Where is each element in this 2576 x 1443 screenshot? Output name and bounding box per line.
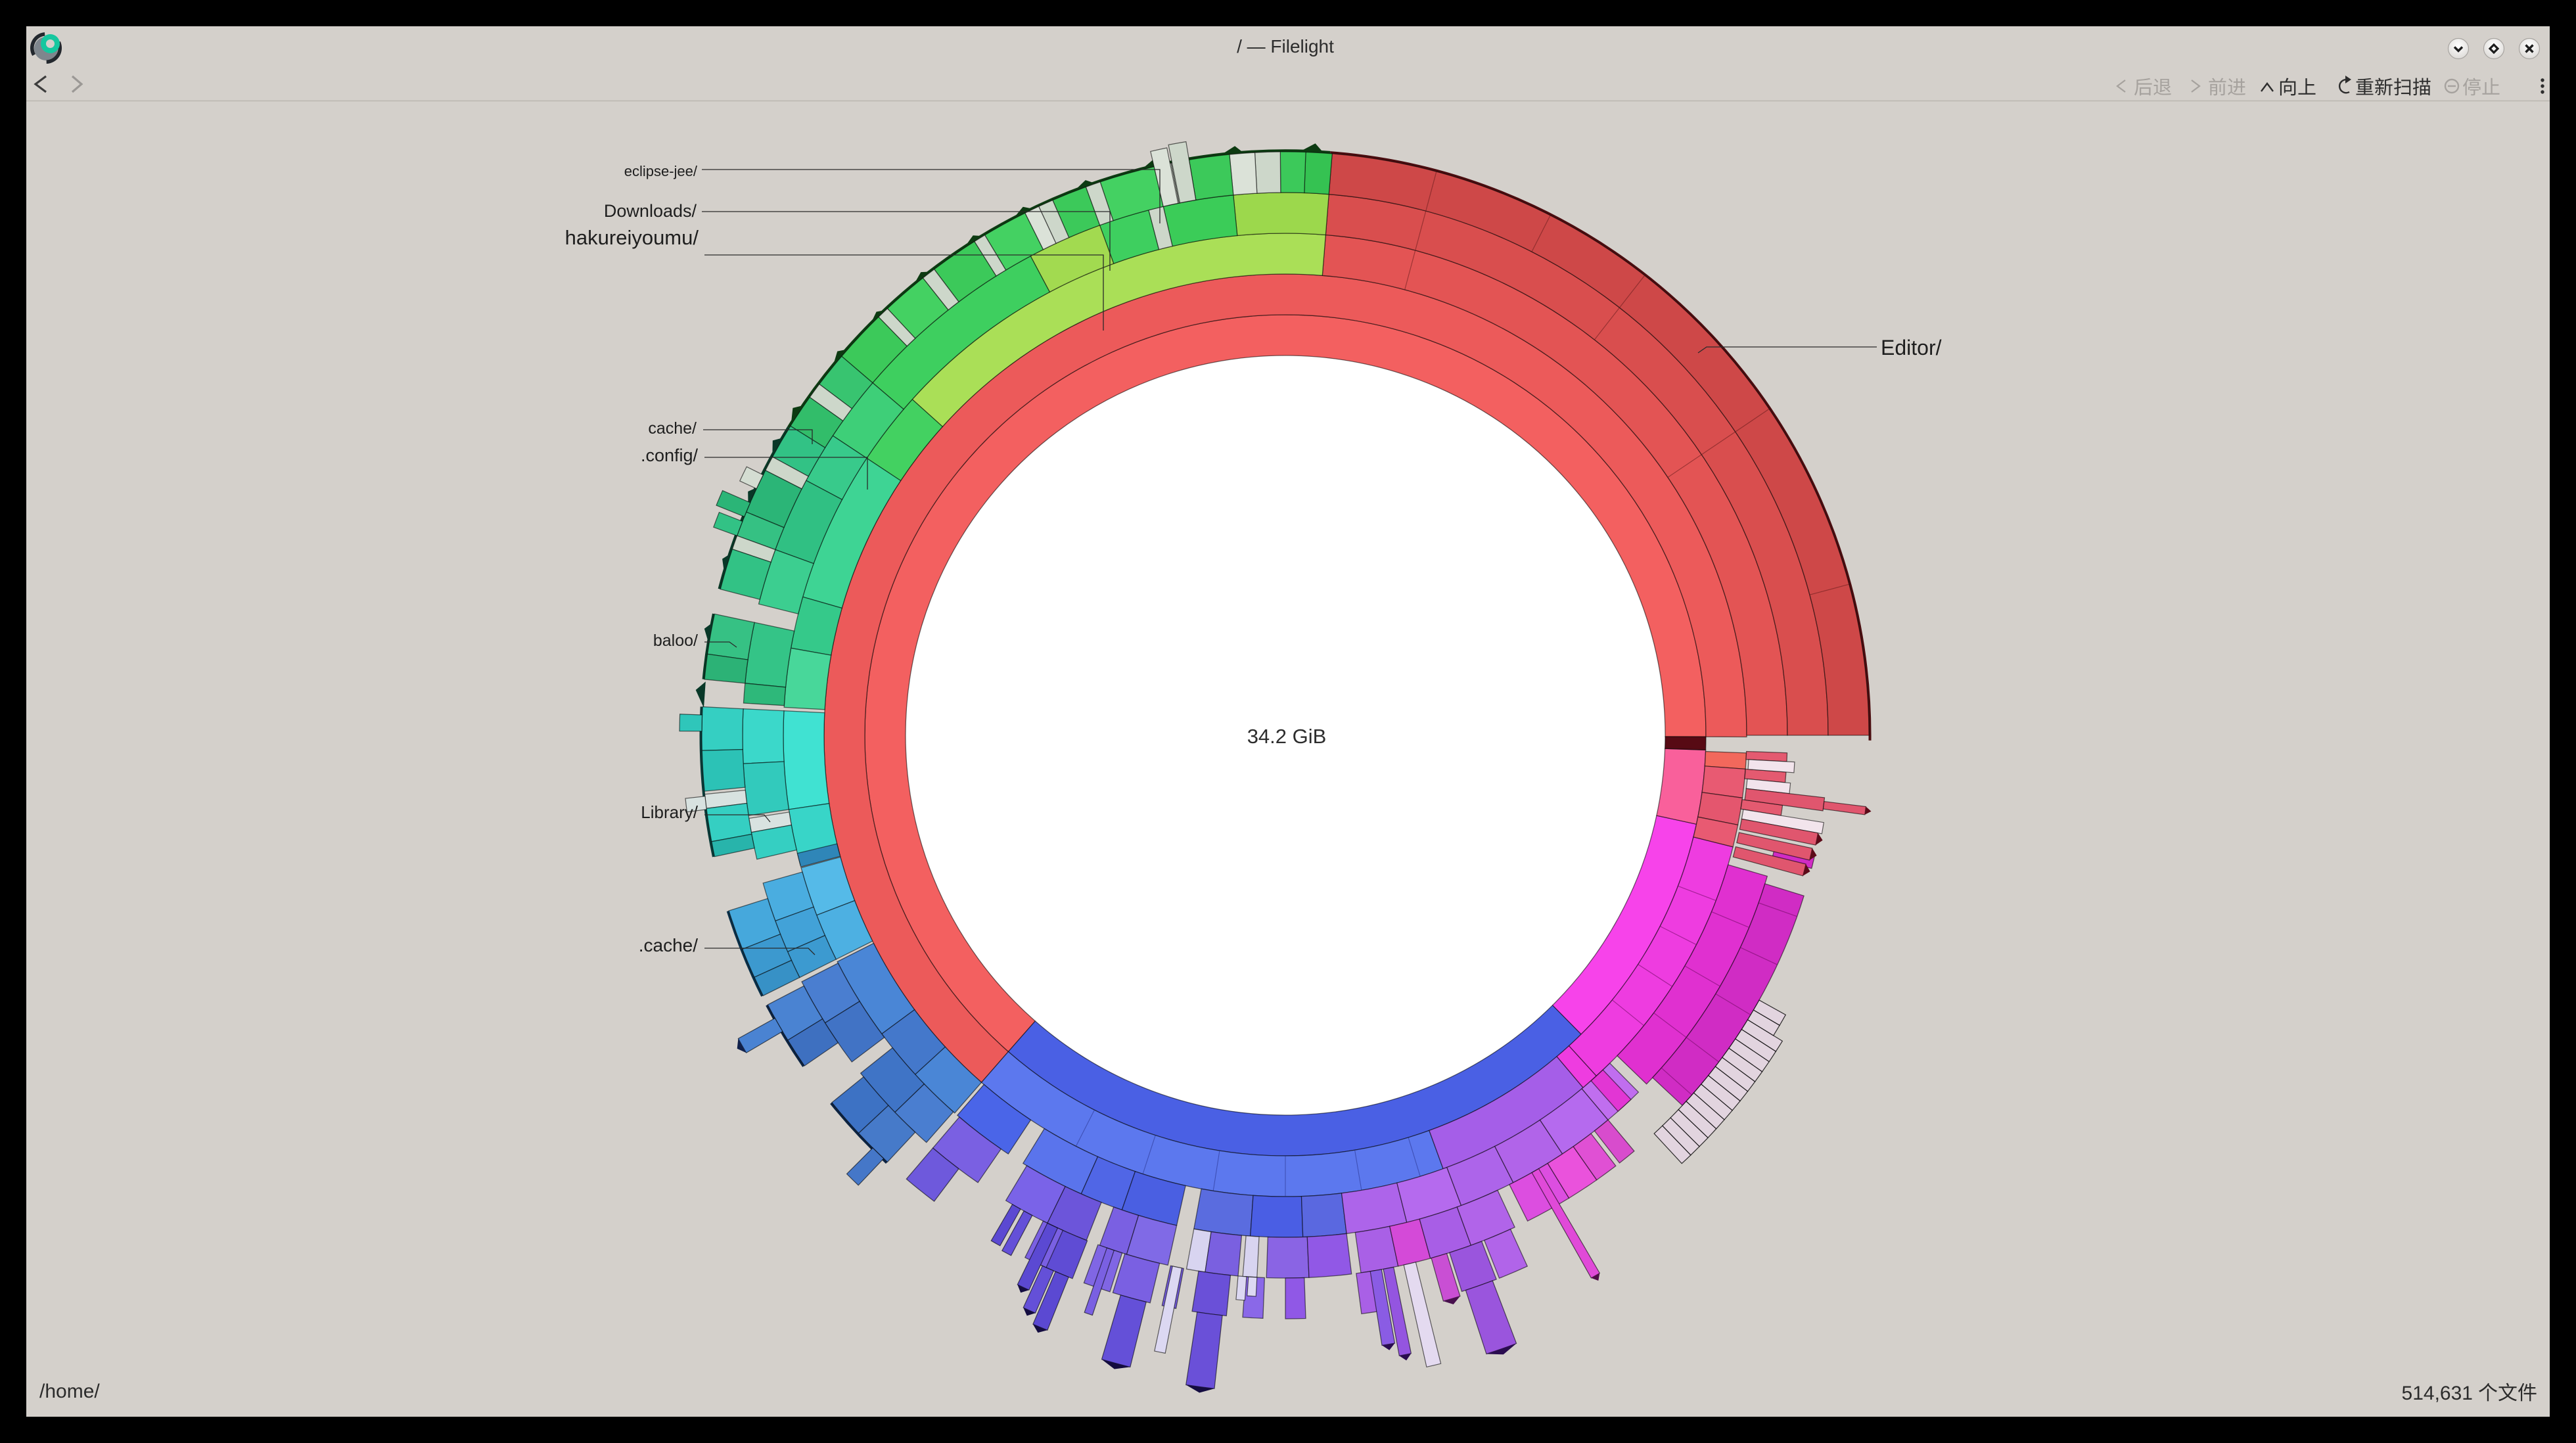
svg-text:Editor/: Editor/	[1881, 336, 1942, 359]
svg-text:cache/: cache/	[648, 419, 697, 438]
svg-text:hakureiyoumu/: hakureiyoumu/	[565, 226, 699, 249]
svg-text:34.2 GiB: 34.2 GiB	[1247, 725, 1327, 748]
svg-text:baloo/: baloo/	[653, 631, 698, 650]
svg-text:/ — Filelight: / — Filelight	[1237, 36, 1334, 57]
svg-text:.cache/: .cache/	[639, 935, 698, 955]
svg-text:Library/: Library/	[641, 802, 698, 822]
svg-text:/home/: /home/	[39, 1381, 100, 1402]
svg-text:eclipse-jee/: eclipse-jee/	[624, 163, 698, 179]
svg-text:.config/: .config/	[641, 446, 699, 465]
svg-text:Downloads/: Downloads/	[604, 201, 697, 221]
svg-text:514,631: 514,631	[2402, 1383, 2473, 1404]
